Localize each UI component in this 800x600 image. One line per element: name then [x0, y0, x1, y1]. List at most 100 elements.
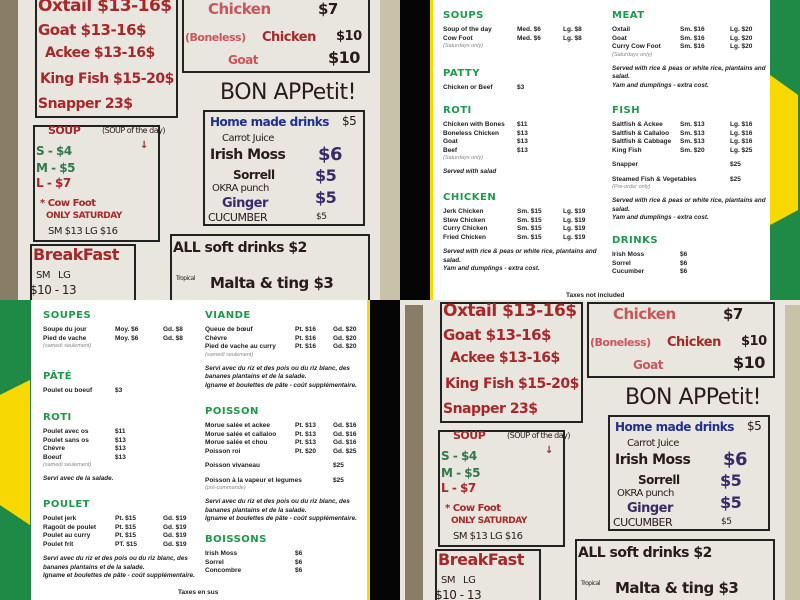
soft-drinks-box	[575, 539, 775, 600]
board-item: Snapper 23$	[443, 401, 538, 417]
soup-size: S - $4	[36, 144, 72, 158]
roti-box	[182, 0, 370, 73]
soup-subtitle: (SOUP of the day)	[102, 126, 165, 135]
black-stripe	[400, 0, 430, 300]
flag-edge	[770, 0, 800, 300]
item-name: Poulet au curry	[43, 532, 91, 539]
item-name: Poulet jerk	[43, 515, 77, 522]
yellow-stripe	[430, 0, 433, 300]
item-price-large: Gd. $19	[163, 540, 187, 548]
item-price-large: $25	[333, 462, 344, 469]
item-name: Morue salée et callaloo	[205, 430, 277, 438]
item-name: Poisson vivaneau	[205, 462, 260, 469]
whiteboard-photo-top: Oxtail $13-16$ Goat $13-16$ Ackee $13-16…	[0, 0, 400, 300]
item-name: Boeuf	[43, 453, 62, 461]
menu-item: Chèvre Pt. $16 Gd. $20	[205, 335, 365, 344]
board-item: Oxtail $13-16$	[38, 0, 172, 16]
menu-item: Goat Sm. $16 Lg. $20	[612, 35, 772, 44]
menu-item: Boeuf $13	[43, 454, 203, 463]
board-price: $5	[315, 188, 337, 207]
breakfast-prices: $10 - 13	[435, 588, 482, 600]
menu-item: Pied de vache au curry Pt. $16 Gd. $20	[205, 343, 365, 352]
item-price-small: Pt. $20	[295, 447, 316, 455]
board-item: Goat	[633, 358, 663, 372]
soup-size: S - $4	[441, 449, 477, 463]
breakfast-title: BreakFast	[438, 550, 524, 569]
item-name: Boneless Chicken	[443, 129, 499, 137]
only-saturday: ONLY SATURDAY	[451, 516, 527, 526]
menu-item: Boneless Chicken $13	[443, 130, 603, 139]
served-with-note: Yam and dumplings - extra cost.	[612, 81, 709, 89]
board-price: $5	[747, 419, 762, 433]
item-price-large: Gd. $25	[333, 447, 357, 455]
breakfast-box	[30, 244, 136, 300]
item-price-small: Sm. $13	[680, 138, 705, 145]
soup-subtitle: (SOUP of the day)	[507, 431, 570, 440]
only-saturday: ONLY SATURDAY	[46, 211, 122, 221]
menu-item: Pied de vache Moy. $6 Gd. $8	[43, 335, 203, 344]
menu-section: ROTI Chicken with Bones $11 Boneless Chicke…	[443, 105, 603, 177]
menu-french: SOUPES Soupe du jour Moy. $6 Gd. $8 Pied de …	[0, 300, 400, 600]
served-with-note: Servi avec du riz et des pois ou du riz …	[205, 364, 350, 381]
item-price-large: $25	[333, 476, 344, 484]
board-item: Ackee $13-16$	[450, 350, 560, 366]
board-price: $5	[315, 166, 337, 185]
item-price-small: $6	[680, 251, 688, 258]
item-price-large: Lg. $19	[563, 216, 586, 224]
served-with-note: Served with rice & peas or white rice, p…	[612, 64, 766, 81]
served-with-note: Igname et boulettes de pâte - coût suppl…	[205, 515, 357, 522]
board-item: Goat	[228, 53, 258, 67]
menu-item: Queue de bœuf Pt. $16 Gd. $20	[205, 326, 365, 335]
served-with-note: Served with salad	[443, 168, 497, 175]
item-price-small: Sm. $15	[517, 233, 542, 241]
menu-item: Irish Moss $6	[612, 251, 772, 260]
menu-item: Soup of the day Med. $6 Lg. $8	[443, 26, 603, 35]
item-price-large: Lg. $8	[563, 26, 582, 33]
menu-item: Irish Moss $6	[205, 550, 365, 559]
item-name: Morue salée et chou	[205, 439, 268, 446]
drinks-box	[203, 110, 365, 226]
breakfast-box	[435, 549, 541, 600]
item-name: Saltfish & Ackee	[612, 121, 663, 128]
item-price-large: Lg. $19	[563, 208, 586, 215]
meat-box	[35, 0, 178, 118]
item-name: Poulet avec os	[43, 428, 89, 435]
menu-item: Poulet avec os $11	[43, 428, 203, 437]
menu-section: SOUPES Soupe du jour Moy. $6 Gd. $8 Pied de …	[43, 310, 203, 350]
drinks-title: Home made drinks	[210, 115, 329, 129]
drink-item: Ginger	[627, 501, 673, 516]
wall	[380, 0, 400, 300]
item-name: Pied de vache au curry	[205, 343, 276, 350]
soft-drinks: ALL soft drinks $2	[578, 545, 712, 561]
menu-item: King Fish Sm. $20 Lg. $25	[612, 147, 772, 156]
item-name: Goat	[443, 138, 458, 145]
board-item: Chicken	[262, 30, 316, 45]
item-price-small: $13	[517, 138, 528, 145]
menu-item: Morue salée et ackee Pt. $13 Gd. $16	[205, 422, 365, 431]
item-name: Morue salée et ackee	[205, 422, 271, 429]
served-with-note: Igname et boulettes de pâte - coût suppl…	[43, 572, 195, 579]
board-price: $7	[318, 0, 338, 18]
breakfast-prices: $10 - 13	[30, 283, 77, 297]
menu-item: Curry Chicken Sm. $15 Lg. $19	[443, 225, 603, 234]
item-price-small: $3	[115, 387, 123, 394]
menu-item: Poisson à la vapeur et legumes $25	[205, 477, 365, 486]
taxes-note: Taxes not included	[566, 292, 625, 299]
menu-item: Beef $13	[443, 147, 603, 156]
item-price-small: Sm. $13	[680, 129, 705, 137]
item-price-large: Gd. $19	[163, 523, 187, 531]
soup-box	[33, 125, 160, 242]
item-price-large: Gd. $20	[333, 343, 357, 350]
drink-item: Irish Moss	[210, 147, 286, 163]
item-price-large: Lg. $20	[730, 26, 753, 33]
board-price: $6	[318, 144, 343, 165]
item-price-small: $11	[115, 428, 126, 435]
board-item: Chicken	[613, 305, 676, 323]
item-name: Fried Chicken	[443, 233, 486, 241]
item-price-small: Med. $6	[517, 34, 541, 42]
item-name: Saltfish & Callaloo	[612, 129, 670, 137]
menu-item: Fried Chicken Sm. $15 Lg. $19	[443, 234, 603, 243]
menu-item: Saltfish & Cabbage Sm. $13 Lg. $16	[612, 138, 772, 147]
item-price-small: Sm. $15	[517, 208, 542, 215]
black-stripe	[370, 300, 400, 600]
